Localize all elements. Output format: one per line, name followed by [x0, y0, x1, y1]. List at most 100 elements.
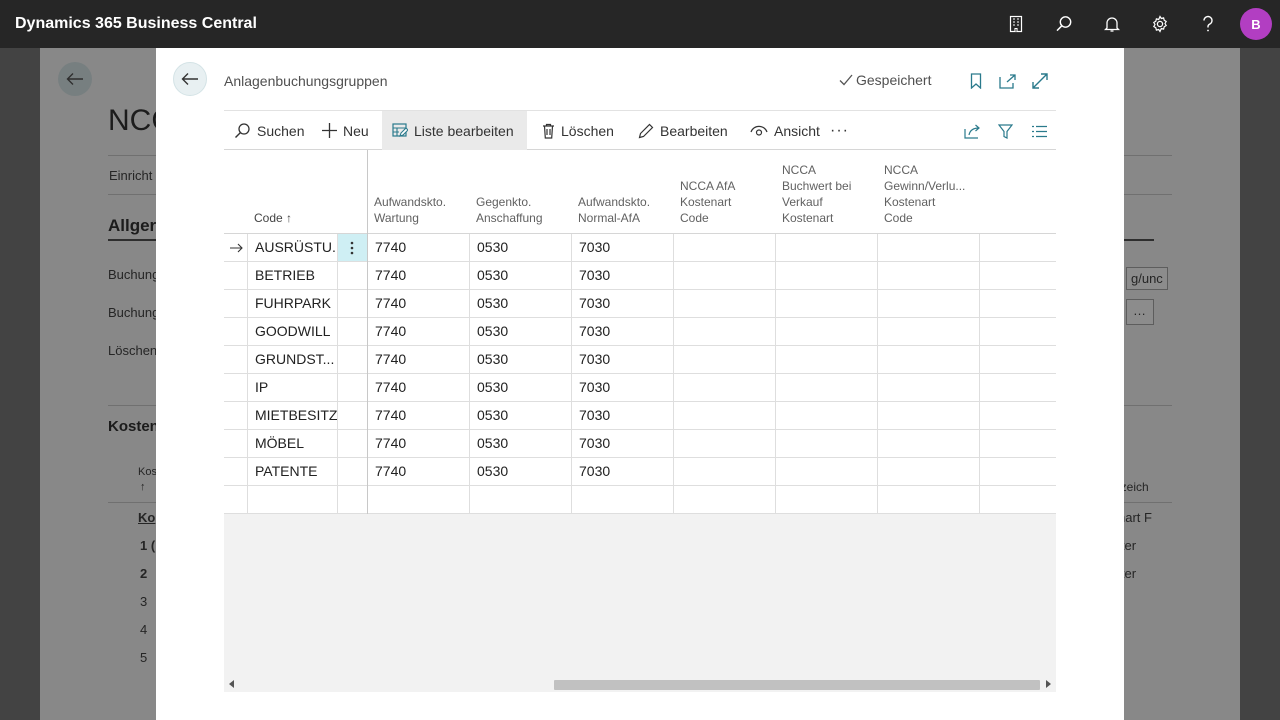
cell-wartung[interactable]: 7740 [368, 458, 470, 485]
cell-wartung[interactable]: 7740 [368, 346, 470, 373]
cell-empty[interactable] [878, 318, 980, 345]
cell-empty[interactable] [674, 430, 776, 457]
view-button[interactable]: Ansicht [740, 111, 830, 150]
cell-empty[interactable] [776, 458, 878, 485]
search-button[interactable]: Suchen [224, 111, 314, 150]
cell-empty[interactable] [878, 290, 980, 317]
row-actions-menu[interactable] [338, 346, 368, 373]
cell-wartung[interactable]: 7740 [368, 318, 470, 345]
cell-code[interactable]: GOODWILL [248, 318, 338, 345]
table-row[interactable]: BETRIEB 7740 0530 7030 [224, 262, 1056, 290]
bell-icon[interactable] [1088, 0, 1136, 48]
cell-empty[interactable] [878, 262, 980, 289]
cell-anschaffung[interactable]: 0530 [470, 458, 572, 485]
row-indicator[interactable] [224, 458, 248, 485]
help-icon[interactable] [1184, 0, 1232, 48]
cell-empty[interactable] [674, 458, 776, 485]
cell-anschaffung[interactable]: 0530 [470, 430, 572, 457]
cell-afa[interactable]: 7030 [572, 402, 674, 429]
company-icon[interactable] [992, 0, 1040, 48]
cell-empty[interactable] [776, 486, 878, 513]
user-avatar[interactable]: B [1240, 8, 1272, 40]
row-actions-menu[interactable] [338, 318, 368, 345]
cell-afa[interactable]: 7030 [572, 458, 674, 485]
cell-empty[interactable] [674, 318, 776, 345]
cell-empty[interactable] [674, 486, 776, 513]
cell-code[interactable]: MIETBESITZ [248, 402, 338, 429]
cell-empty[interactable] [674, 402, 776, 429]
cell-afa[interactable]: 7030 [572, 290, 674, 317]
row-actions-menu[interactable] [338, 290, 368, 317]
search-icon[interactable] [1040, 0, 1088, 48]
cell-empty[interactable] [776, 402, 878, 429]
cell-empty[interactable] [776, 234, 878, 261]
table-row[interactable]: PATENTE 7740 0530 7030 [224, 458, 1056, 486]
column-header-normal-afa[interactable]: Aufwandskto. Normal-AfA [578, 194, 650, 226]
list-view-icon[interactable] [1028, 120, 1050, 142]
back-button[interactable] [173, 62, 207, 96]
cell-anschaffung[interactable]: 0530 [470, 234, 572, 261]
table-row[interactable]: MÖBEL 7740 0530 7030 [224, 430, 1056, 458]
cell-afa[interactable]: 7030 [572, 234, 674, 261]
column-header-ncca-gewinn[interactable]: NCCA Gewinn/Verlu... Kostenart Code [884, 162, 965, 226]
cell-empty[interactable] [674, 262, 776, 289]
scrollbar-thumb[interactable] [554, 680, 1040, 690]
cell-empty[interactable] [878, 458, 980, 485]
table-row[interactable]: GOODWILL 7740 0530 7030 [224, 318, 1056, 346]
cell-wartung[interactable]: 7740 [368, 262, 470, 289]
cell-empty[interactable] [980, 234, 1056, 261]
cell-afa[interactable]: 7030 [572, 262, 674, 289]
expand-icon[interactable] [1029, 70, 1051, 92]
cell-code[interactable]: MÖBEL [248, 430, 338, 457]
cell-anschaffung[interactable]: 0530 [470, 318, 572, 345]
cell-empty[interactable] [980, 402, 1056, 429]
open-new-window-icon[interactable] [996, 70, 1018, 92]
cell-empty[interactable] [776, 346, 878, 373]
cell-wartung[interactable]: 7740 [368, 430, 470, 457]
row-indicator[interactable] [224, 486, 248, 513]
cell-empty[interactable] [980, 346, 1056, 373]
cell-code[interactable]: PATENTE [248, 458, 338, 485]
cell-empty[interactable] [980, 374, 1056, 401]
cell-empty[interactable] [878, 234, 980, 261]
cell-empty[interactable] [878, 346, 980, 373]
cell-wartung[interactable]: 7740 [368, 402, 470, 429]
delete-button[interactable]: Löschen [532, 111, 624, 150]
row-indicator[interactable] [224, 318, 248, 345]
cell-empty[interactable] [878, 430, 980, 457]
cell-empty[interactable] [674, 346, 776, 373]
cell-afa[interactable]: 7030 [572, 430, 674, 457]
cell-empty[interactable] [980, 262, 1056, 289]
cell-empty[interactable] [980, 290, 1056, 317]
cell-empty[interactable] [980, 486, 1056, 513]
table-row[interactable]: MIETBESITZ 7740 0530 7030 [224, 402, 1056, 430]
cell-empty[interactable] [878, 486, 980, 513]
cell-code[interactable]: BETRIEB [248, 262, 338, 289]
cell-empty[interactable] [776, 262, 878, 289]
cell-code[interactable]: IP [248, 374, 338, 401]
more-actions-button[interactable]: ··· [830, 121, 849, 139]
cell-anschaffung[interactable]: 0530 [470, 374, 572, 401]
row-indicator[interactable] [224, 430, 248, 457]
cell-anschaffung[interactable]: 0530 [470, 262, 572, 289]
table-row[interactable]: GRUNDST... 7740 0530 7030 [224, 346, 1056, 374]
cell-code[interactable]: AUSRÜSTU... [248, 234, 338, 261]
cell-empty[interactable] [980, 458, 1056, 485]
cell-wartung[interactable]: 7740 [368, 374, 470, 401]
row-actions-menu[interactable] [338, 234, 368, 261]
row-actions-menu[interactable] [338, 458, 368, 485]
cell-empty[interactable] [980, 430, 1056, 457]
cell-empty[interactable] [980, 318, 1056, 345]
cell-empty[interactable] [878, 374, 980, 401]
column-header-ncca-buchwert[interactable]: NCCA Buchwert bei Verkauf Kostenart [782, 162, 851, 226]
cell-anschaffung[interactable]: 0530 [470, 402, 572, 429]
cell-empty[interactable] [776, 430, 878, 457]
gear-icon[interactable] [1136, 0, 1184, 48]
row-indicator[interactable] [224, 290, 248, 317]
row-indicator[interactable] [224, 234, 248, 261]
new-button[interactable]: Neu [312, 111, 379, 150]
edit-button[interactable]: Bearbeiten [628, 111, 738, 150]
cell-wartung[interactable] [368, 486, 470, 513]
cell-wartung[interactable]: 7740 [368, 290, 470, 317]
column-header-wartung[interactable]: Aufwandskto. Wartung [374, 194, 446, 226]
